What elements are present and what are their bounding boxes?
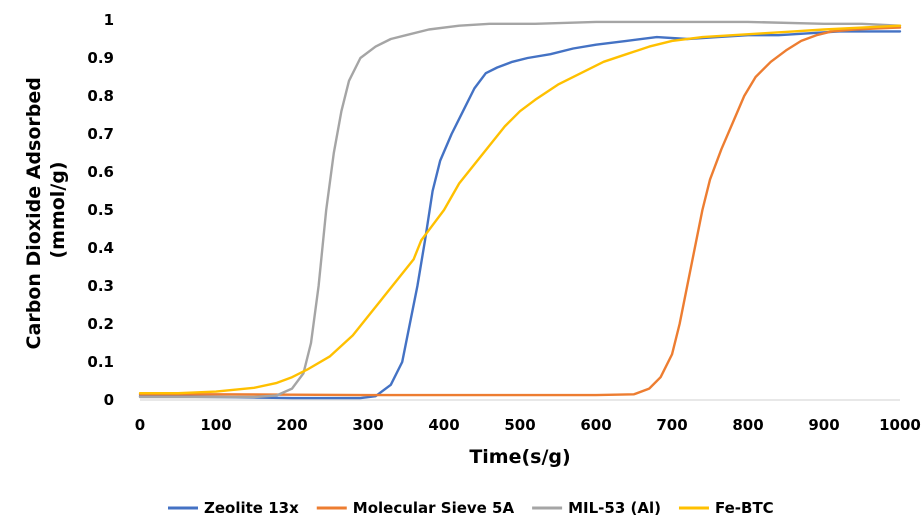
y-tick-label: 0.9: [87, 49, 114, 67]
x-tick-label: 300: [352, 416, 383, 434]
legend-item: MIL-53 (Al): [532, 499, 661, 517]
legend-label: MIL-53 (Al): [568, 499, 661, 517]
x-tick-label: 1000: [879, 416, 921, 434]
legend-label: Molecular Sieve 5A: [353, 499, 515, 517]
legend-item: Fe-BTC: [678, 499, 774, 517]
y-axis-title-line-2: (mmol/g): [47, 161, 69, 258]
legend-label: Fe-BTC: [715, 499, 774, 517]
legend-item: Molecular Sieve 5A: [316, 499, 515, 517]
x-tick-label: 800: [732, 416, 763, 434]
series-line: [138, 30, 902, 400]
y-tick-label: 0.5: [87, 201, 114, 219]
series-line: [138, 20, 902, 399]
y-tick-label: 0: [104, 391, 114, 409]
y-tick-label: 0.4: [87, 239, 114, 257]
x-axis-ticks: 0 100 200 300 400 500 600 700 800 900 1000: [135, 416, 921, 434]
legend: Zeolite 13x Molecular Sieve 5A MIL-53 (Al)…: [168, 499, 774, 517]
plot-area: [138, 20, 902, 401]
series-line: [138, 26, 902, 397]
legend-item: Zeolite 13x: [168, 499, 299, 517]
y-tick-label: 0.2: [87, 315, 114, 333]
y-axis-ticks: 0 0.1 0.2 0.3 0.4 0.5 0.6 0.7 0.8 0.9 1: [87, 11, 114, 409]
x-tick-label: 0: [135, 416, 145, 434]
y-tick-label: 0.3: [87, 277, 114, 295]
x-tick-label: 700: [656, 416, 687, 434]
y-axis-title-line-1: Carbon Dioxide Adsorbed: [23, 77, 45, 349]
x-tick-label: 400: [428, 416, 459, 434]
x-tick-label: 900: [808, 416, 839, 434]
y-tick-label: 0.6: [87, 163, 114, 181]
x-tick-label: 500: [504, 416, 535, 434]
y-tick-label: 0.7: [87, 125, 114, 143]
y-axis-title: Carbon Dioxide Adsorbed (mmol/g): [23, 71, 69, 350]
series-line: [138, 24, 902, 395]
x-axis-title: Time(s/g): [469, 446, 570, 468]
y-tick-label: 0.8: [87, 87, 114, 105]
y-tick-label: 0.1: [87, 353, 114, 371]
legend-label: Zeolite 13x: [204, 499, 299, 517]
x-tick-label: 100: [200, 416, 231, 434]
x-tick-label: 600: [580, 416, 611, 434]
x-tick-label: 200: [276, 416, 307, 434]
y-tick-label: 1: [104, 11, 114, 29]
